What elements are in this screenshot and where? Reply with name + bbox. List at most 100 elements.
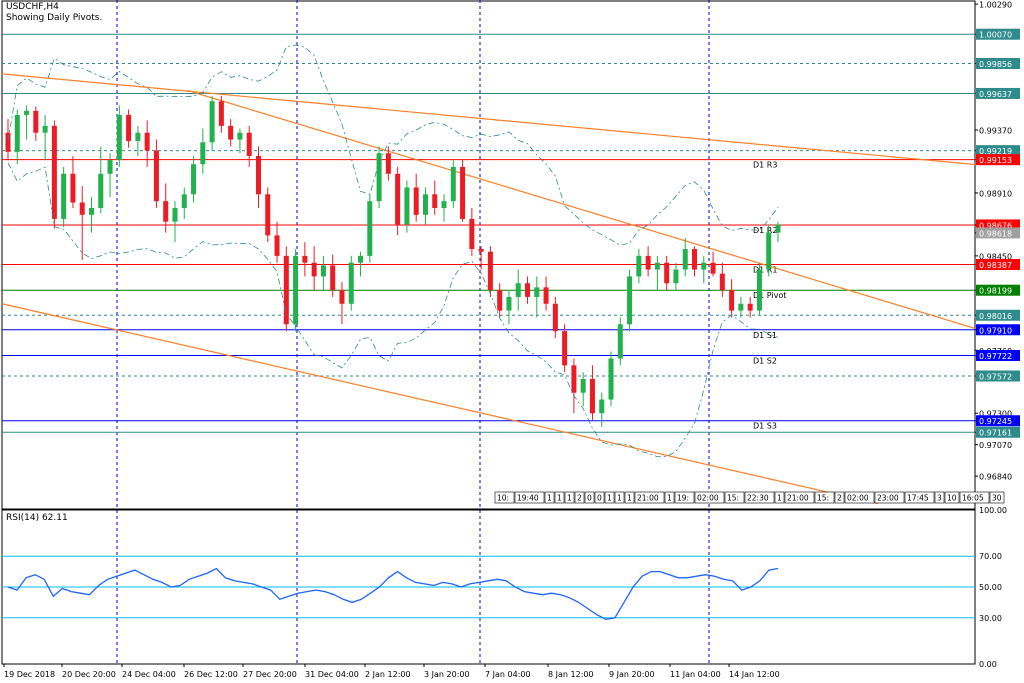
time-box-label: 21:00 (787, 494, 809, 503)
time-box (624, 491, 635, 504)
x-tick-label: 26 Dec 12:00 (184, 670, 238, 679)
candle-bull (738, 303, 744, 311)
time-box-label: 19: (677, 494, 689, 503)
time-box-label: 1 (667, 494, 672, 503)
candle-bear (283, 255, 289, 325)
candle-bear (218, 101, 224, 126)
price-tick-label: 0.98910 (979, 189, 1012, 198)
time-box (614, 491, 625, 504)
candle-bull (534, 287, 540, 297)
time-box (744, 491, 775, 504)
candle-bull (441, 201, 447, 208)
candle-bull (599, 399, 605, 414)
candle-bear (144, 132, 150, 151)
candle-bear (246, 132, 252, 156)
candle-bear (274, 235, 280, 256)
time-box (834, 491, 845, 504)
time-box-label: 23:00 (877, 494, 899, 503)
candle-bull (42, 125, 48, 133)
candle-bull (775, 224, 781, 233)
time-box-label: 0 (597, 494, 602, 503)
candle-bear (487, 251, 493, 291)
time-box (959, 491, 990, 504)
price-tag-label: 0.97722 (979, 352, 1012, 361)
candle-bear (645, 255, 651, 270)
pivot-tag: D1 S3 (753, 422, 777, 431)
rsi-tick-label: 0.00 (979, 660, 997, 669)
candle-bull (14, 114, 20, 152)
symbol-label: USDCHF,H4 (6, 2, 59, 12)
rsi-line (7, 567, 779, 620)
candle-bull (701, 262, 707, 270)
price-tag-label: 0.98387 (979, 261, 1012, 270)
time-box (934, 491, 945, 504)
band-upper (7, 44, 779, 246)
candle-bear (589, 379, 595, 414)
price-tag-label: 0.99856 (979, 60, 1012, 69)
price-tag-bg (976, 284, 1020, 296)
candle-bear (339, 290, 345, 304)
time-box-label: 19:40 (517, 494, 539, 503)
candle-bear (432, 194, 438, 208)
price-tag-label: 0.98199 (979, 287, 1012, 296)
candle-bear (571, 365, 577, 393)
x-tick-label: 7 Jan 04:00 (485, 670, 531, 679)
price-tag-label: 0.97161 (979, 429, 1012, 438)
candle-bull (200, 142, 206, 165)
time-box (774, 491, 785, 504)
candle-bear (255, 155, 261, 195)
time-box-label: 1 (777, 494, 782, 503)
price-tag-bg (976, 87, 1020, 99)
x-tick-label: 2 Jan 12:00 (365, 670, 411, 679)
price-frame (1, 0, 976, 510)
candle-bear (543, 287, 549, 304)
candle-bear (126, 114, 132, 141)
rsi-tick-label: 50.00 (979, 583, 1002, 592)
price-tag-label: 0.98676 (979, 221, 1012, 230)
candle-bull (636, 255, 642, 277)
candle-bull (358, 255, 364, 263)
price-tag-label: 1.00070 (979, 31, 1012, 40)
time-box (574, 491, 585, 504)
candle-bear (664, 262, 670, 284)
candle-bull (766, 232, 772, 270)
candle-bull (673, 269, 679, 284)
time-box-label: 02:00 (847, 494, 869, 503)
candle-bull (172, 207, 178, 222)
candle-bull (24, 110, 30, 115)
time-box-label: 15: (817, 494, 829, 503)
x-tick-label: 3 Jan 20:00 (424, 670, 470, 679)
x-tick-label: 11 Jan 04:00 (670, 670, 721, 679)
time-box-label: 10: (497, 494, 509, 503)
time-box (694, 491, 725, 504)
candle-bull (116, 114, 122, 161)
candle-bull (682, 249, 688, 270)
candle-bull (450, 166, 456, 202)
pivot-tag: D1 S1 (753, 331, 777, 340)
candle-bear (330, 265, 336, 291)
candle-bear (562, 331, 568, 366)
candle-bull (627, 276, 633, 325)
candle-bear (710, 262, 716, 274)
candle-bull (608, 358, 614, 400)
time-box (514, 491, 545, 504)
price-tag-bg (976, 349, 1020, 361)
time-box-label: 30 (992, 494, 1002, 503)
pivot-tag: D1 R3 (753, 161, 777, 170)
time-box (494, 491, 515, 504)
pivot-tag: D1 Pivot (753, 291, 786, 300)
candle-bull (320, 265, 326, 277)
time-box (814, 491, 835, 504)
candle-bear (497, 290, 503, 311)
time-box (544, 491, 555, 504)
candle-bull (506, 296, 512, 311)
price-tag-label: 0.98618 (979, 229, 1012, 238)
price-tag-label: 0.99219 (979, 147, 1012, 156)
candle-bull (654, 262, 660, 270)
candle-bear (460, 166, 466, 219)
time-box (564, 491, 575, 504)
candle-bull (515, 283, 521, 297)
band-lower (7, 162, 779, 458)
candle-bear (70, 173, 76, 203)
